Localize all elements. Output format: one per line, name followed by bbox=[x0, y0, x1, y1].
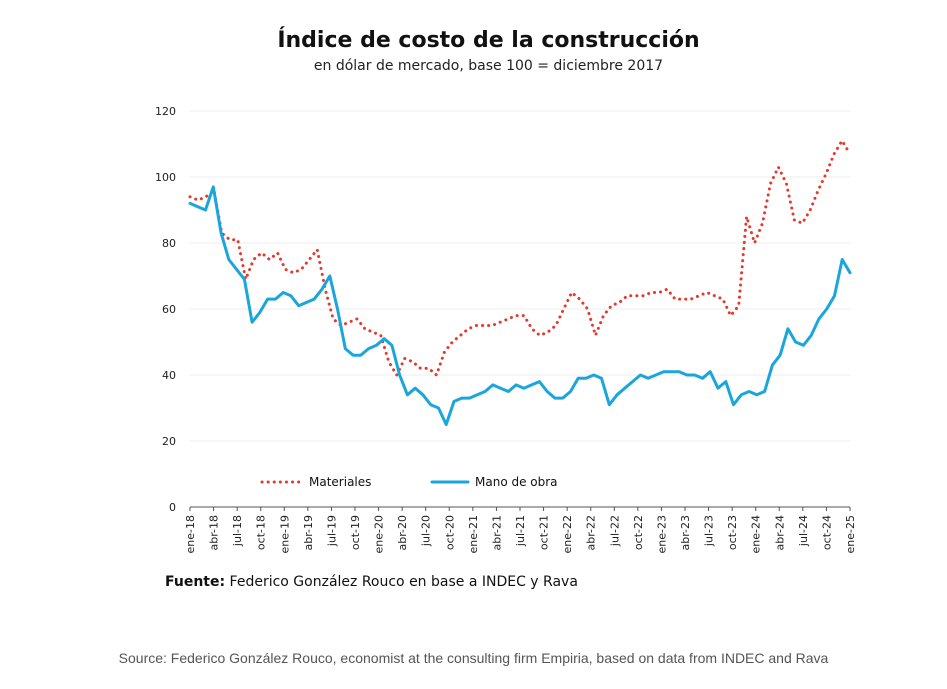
x-tick-label: ene-25 bbox=[844, 515, 857, 553]
x-tick-label: oct-18 bbox=[255, 515, 268, 550]
x-tick-label: oct-19 bbox=[349, 515, 362, 550]
x-tick-label: abr-24 bbox=[773, 515, 786, 551]
y-tick-label: 0 bbox=[169, 501, 176, 514]
y-tick-label: 80 bbox=[162, 237, 176, 250]
x-tick-label: oct-24 bbox=[820, 515, 833, 550]
x-tick-label: abr-22 bbox=[585, 515, 598, 551]
x-tick-label: jul-23 bbox=[703, 515, 716, 547]
source-text: Federico González Rouco en base a INDEC … bbox=[225, 574, 578, 590]
y-tick-label: 40 bbox=[162, 369, 176, 382]
x-tick-label: jul-20 bbox=[420, 515, 433, 547]
x-tick-label: oct-23 bbox=[726, 515, 739, 550]
x-tick-label: oct-20 bbox=[443, 515, 456, 550]
x-tick-label: jul-21 bbox=[514, 515, 527, 547]
image-caption: Source: Federico González Rouco, economi… bbox=[118, 650, 829, 666]
x-tick-label: ene-19 bbox=[278, 515, 291, 553]
x-tick-label: jul-18 bbox=[231, 515, 244, 547]
y-tick-label: 100 bbox=[155, 171, 176, 184]
x-tick-label: ene-21 bbox=[467, 515, 480, 553]
x-tick-label: oct-22 bbox=[632, 515, 645, 550]
chart-subtitle: en dólar de mercado, base 100 = diciembr… bbox=[313, 58, 664, 74]
x-tick-label: abr-20 bbox=[396, 515, 409, 551]
source-label: Fuente: bbox=[165, 574, 226, 590]
y-tick-label: 60 bbox=[162, 303, 176, 316]
x-tick-label: abr-19 bbox=[302, 515, 315, 551]
series-line-mano-de-obra bbox=[188, 185, 852, 426]
x-tick-label: jul-19 bbox=[325, 515, 338, 547]
y-tick-label: 20 bbox=[162, 435, 176, 448]
source-note: Fuente: Federico González Rouco en base … bbox=[165, 574, 578, 590]
chart-title: Índice de costo de la construcción bbox=[277, 28, 700, 53]
x-tick-label: ene-20 bbox=[373, 515, 386, 553]
y-tick-label: 120 bbox=[155, 105, 176, 118]
x-tick-label: abr-18 bbox=[208, 515, 221, 551]
x-tick-label: jul-22 bbox=[608, 515, 621, 547]
x-tick-label: ene-23 bbox=[655, 515, 668, 553]
legend-label: Mano de obra bbox=[475, 475, 558, 489]
x-tick-label: abr-23 bbox=[679, 515, 692, 551]
x-tick-label: oct-21 bbox=[538, 515, 551, 550]
x-tick-label: ene-24 bbox=[750, 515, 763, 553]
x-tick-label: ene-18 bbox=[184, 515, 197, 553]
x-tick-label: abr-21 bbox=[490, 515, 503, 551]
x-tick-label: ene-22 bbox=[561, 515, 574, 553]
series-line-materiales bbox=[188, 139, 852, 377]
legend-label: Materiales bbox=[309, 475, 371, 489]
x-tick-label: jul-24 bbox=[797, 515, 810, 547]
chart-area: 0 20 40 60 80 100 120 ene-18 abr-18 jul-18 oct-18 e… bbox=[155, 105, 857, 553]
